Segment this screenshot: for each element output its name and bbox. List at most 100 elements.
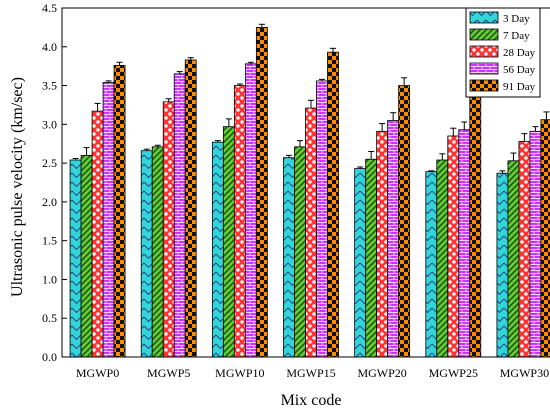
bar-MGWP30-28Day: [518, 140, 531, 358]
error-bar: [390, 112, 397, 121]
y-tick-label: 2.0: [42, 195, 57, 209]
y-tick-label: 3.5: [42, 79, 57, 93]
bar-MGWP10-7Day: [222, 126, 235, 358]
bar-MGWP5-3Day: [140, 150, 153, 358]
x-tick-label: MGWP20: [357, 366, 406, 380]
x-tick-label: MGWP0: [76, 366, 119, 380]
error-bar: [236, 83, 243, 86]
x-tick-label: MGWP30: [500, 366, 549, 380]
error-bar: [319, 78, 325, 81]
error-bar: [297, 140, 303, 147]
bar-MGWP25-7Day: [436, 159, 449, 358]
error-bar: [368, 150, 375, 160]
bar-MGWP10-56Day: [244, 63, 257, 358]
error-bar: [143, 148, 150, 151]
bar-MGWP5-28Day: [162, 101, 175, 358]
bar-MGWP15-7Day: [294, 146, 306, 358]
error-bar: [357, 166, 364, 169]
error-bar: [176, 71, 183, 74]
error-bar: [214, 140, 221, 143]
error-bar: [187, 57, 194, 60]
y-tick-label: 2.5: [42, 156, 57, 170]
y-tick-label: 4.0: [42, 40, 57, 54]
x-tick-label: MGWP15: [286, 366, 335, 380]
bar-MGWP25-3Day: [425, 171, 438, 358]
error-bar: [439, 153, 446, 161]
y-tick-label: 0.0: [42, 350, 57, 364]
bar-MGWP15-28Day: [305, 107, 317, 358]
bar-MGWP20-28Day: [376, 130, 389, 358]
bar-MGWP30-3Day: [496, 172, 509, 358]
error-bar: [116, 61, 123, 66]
error-bar: [510, 152, 517, 161]
bar-MGWP15-91Day: [327, 51, 339, 358]
bar-MGWP15-3Day: [283, 157, 295, 358]
y-axis-title: Ultrasonic pulse velocity (km/sec): [9, 77, 26, 297]
y-tick-label: 1.5: [42, 234, 57, 248]
legend-label: 7 Day: [503, 30, 530, 42]
x-tick-label: MGWP25: [429, 366, 478, 380]
bar-MGWP10-28Day: [233, 85, 246, 358]
error-bar: [543, 111, 550, 120]
bar-MGWP20-56Day: [387, 120, 400, 358]
x-axis-title: Mix code: [281, 392, 342, 409]
bar-MGWP5-91Day: [184, 59, 197, 358]
bar-MGWP30-56Day: [529, 130, 542, 358]
error-bar: [308, 99, 314, 109]
error-bar: [225, 118, 232, 127]
legend-swatch: [469, 45, 499, 58]
error-bar: [401, 77, 408, 86]
bar-MGWP5-56Day: [173, 73, 186, 358]
error-bar: [258, 23, 265, 28]
bar-MGWP10-3Day: [211, 141, 224, 358]
bar-MGWP0-56Day: [102, 82, 115, 358]
legend-swatch: [469, 62, 499, 75]
error-bar: [330, 47, 336, 53]
error-bar: [165, 98, 172, 102]
legend-swatch: [469, 11, 499, 24]
error-bar: [83, 147, 90, 156]
bar-MGWP25-56Day: [458, 129, 471, 358]
y-tick-label: 1.0: [42, 272, 57, 286]
bar-MGWP25-91Day: [469, 96, 482, 358]
bar-MGWP0-28Day: [91, 110, 104, 358]
bar-MGWP5-7Day: [151, 146, 164, 358]
error-bar: [428, 170, 435, 172]
x-tick-label: MGWP5: [147, 366, 190, 380]
bar-MGWP30-7Day: [507, 160, 520, 358]
bar-MGWP20-91Day: [398, 85, 411, 358]
bar-MGWP0-91Day: [113, 64, 126, 358]
error-bar: [499, 170, 506, 174]
plot-frame: [61, 7, 550, 358]
error-bar: [94, 102, 101, 112]
error-bar: [72, 157, 79, 161]
bar-MGWP20-7Day: [365, 158, 378, 358]
error-bar: [521, 133, 528, 142]
bar-MGWP10-91Day: [255, 26, 268, 358]
error-bar: [461, 121, 468, 130]
bar-MGWP15-56Day: [316, 80, 328, 358]
x-tick-label: MGWP10: [215, 366, 264, 380]
bar-MGWP30-91Day: [540, 119, 550, 358]
bar-MGWP20-3Day: [354, 168, 367, 358]
legend-label: 56 Day: [503, 64, 536, 76]
error-bar: [105, 80, 112, 83]
error-bar: [286, 154, 292, 158]
legend-swatch: [469, 79, 499, 92]
bar-MGWP0-7Day: [80, 154, 93, 358]
error-bar: [247, 61, 254, 64]
error-bar: [532, 126, 539, 132]
y-tick-label: 4.5: [42, 1, 57, 15]
y-tick-label: 3.0: [42, 117, 57, 131]
legend: 3 Day 7 Day 28 Day 56 Day 91 Day: [465, 7, 541, 98]
error-bar: [379, 123, 386, 132]
error-bar: [154, 144, 161, 147]
y-tick-label: 0.5: [42, 311, 57, 325]
legend-label: 3 Day: [503, 13, 530, 25]
bar-MGWP25-28Day: [447, 135, 460, 358]
legend-swatch: [469, 28, 499, 41]
legend-label: 28 Day: [503, 47, 536, 59]
bar-MGWP0-3Day: [69, 159, 82, 358]
error-bar: [450, 127, 457, 136]
